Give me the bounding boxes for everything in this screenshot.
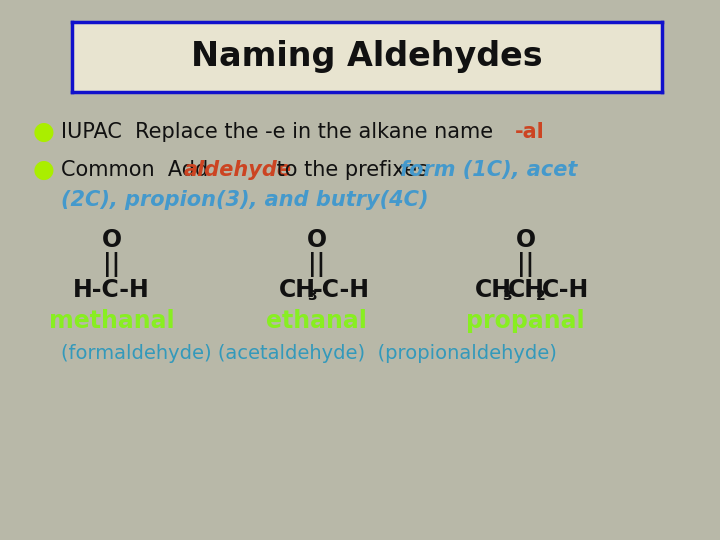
Text: (formaldehyde) (acetaldehyde)  (propionaldehyde): (formaldehyde) (acetaldehyde) (propional… bbox=[61, 344, 557, 363]
Text: O: O bbox=[102, 228, 122, 252]
Text: ●: ● bbox=[32, 158, 54, 182]
Text: ethanal: ethanal bbox=[266, 309, 367, 333]
Text: ||: || bbox=[517, 252, 534, 277]
Text: Naming Aldehydes: Naming Aldehydes bbox=[192, 40, 543, 73]
Text: CH: CH bbox=[279, 278, 316, 302]
Text: 3: 3 bbox=[503, 289, 512, 303]
Text: to the prefixes: to the prefixes bbox=[270, 160, 441, 180]
Text: methanal: methanal bbox=[49, 309, 174, 333]
Text: form (1C), acet: form (1C), acet bbox=[400, 160, 577, 180]
Text: CH: CH bbox=[475, 278, 512, 302]
Text: IUPAC  Replace the -e in the alkane name: IUPAC Replace the -e in the alkane name bbox=[61, 122, 507, 143]
Text: ||: || bbox=[308, 252, 325, 277]
Text: H-C-H: H-C-H bbox=[73, 278, 150, 302]
Text: ●: ● bbox=[32, 120, 54, 144]
Text: C-H: C-H bbox=[541, 278, 589, 302]
Text: (2C), propion(3), and butry(4C): (2C), propion(3), and butry(4C) bbox=[61, 190, 428, 210]
Text: -al: -al bbox=[515, 122, 544, 143]
Text: propanal: propanal bbox=[467, 309, 585, 333]
Text: -C-H: -C-H bbox=[313, 278, 370, 302]
Text: Common  Add: Common Add bbox=[61, 160, 215, 180]
Text: 2: 2 bbox=[536, 289, 546, 303]
Text: O: O bbox=[307, 228, 327, 252]
Text: CH: CH bbox=[508, 278, 545, 302]
Text: O: O bbox=[516, 228, 536, 252]
Text: 3: 3 bbox=[307, 289, 316, 303]
Text: ||: || bbox=[103, 252, 120, 277]
Text: aldehyde: aldehyde bbox=[184, 160, 292, 180]
